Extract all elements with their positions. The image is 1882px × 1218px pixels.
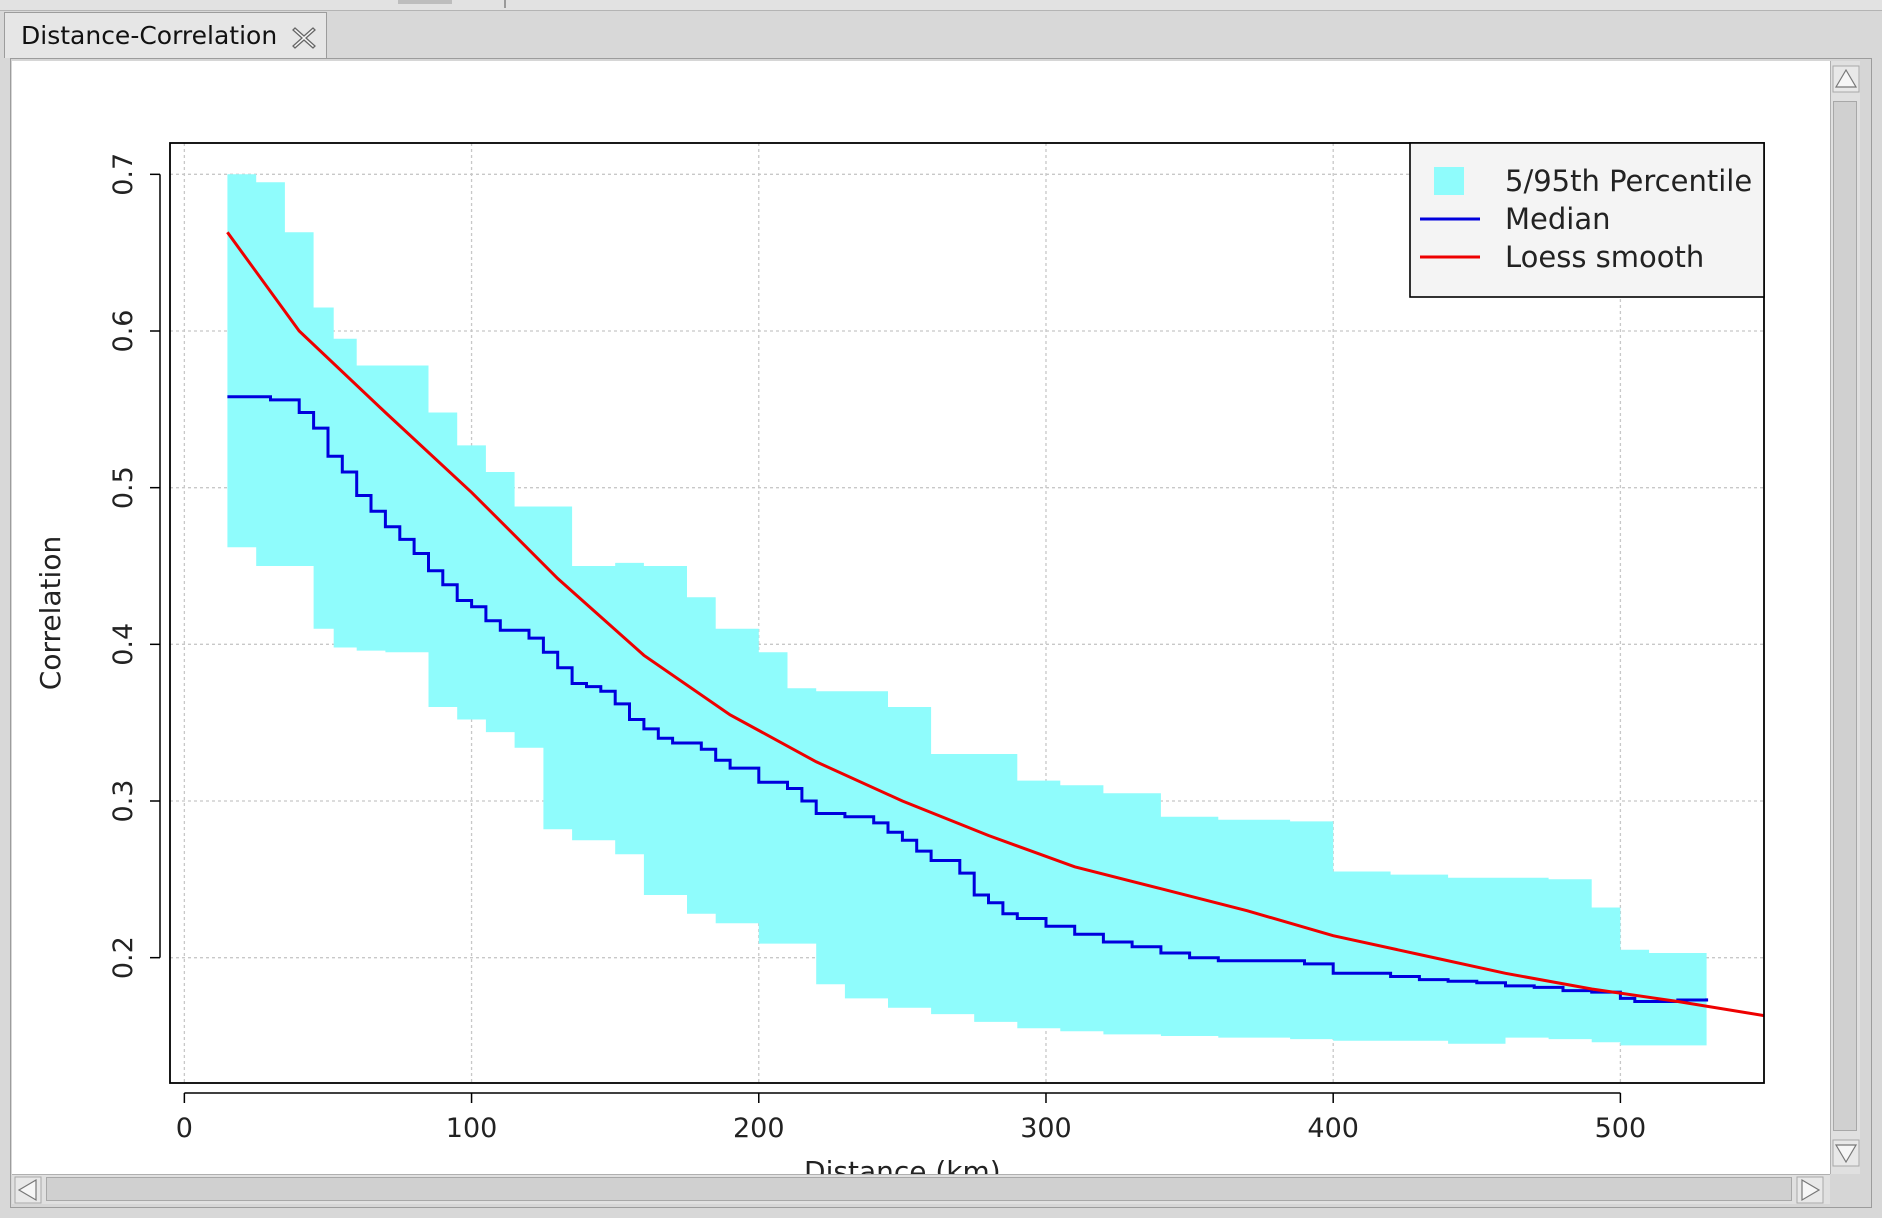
plot-viewport: 0 100 200 300 400 500 0.2 0.3 0.4 0.5 0.6 0.7 Correl…	[12, 61, 1830, 1174]
toolbar-divider	[504, 0, 506, 8]
y-tick-label: 0.3	[108, 780, 139, 823]
horizontal-scrollbar[interactable]	[12, 1174, 1830, 1204]
percentile-band	[227, 174, 1707, 1046]
plot-canvas: 0 100 200 300 400 500 0.2 0.3 0.4 0.5 0.6 0.7 Correl…	[34, 142, 1765, 1174]
window-top-strip	[0, 0, 1882, 11]
y-tick-label: 0.2	[108, 936, 139, 979]
vertical-scroll-thumb[interactable]	[1833, 101, 1857, 1131]
median-line	[227, 395, 1709, 1003]
close-icon[interactable]	[289, 23, 319, 53]
loess-line	[226, 231, 1765, 1018]
x-tick-label: 0	[176, 1113, 193, 1144]
horizontal-scroll-thumb[interactable]	[46, 1177, 1792, 1201]
y-tick-label: 0.5	[108, 466, 139, 509]
scrollbar-corner	[1830, 1174, 1860, 1204]
tab-distance-correlation[interactable]: Distance-Correlation	[4, 12, 327, 58]
legend-label: 5/95th Percentile	[1505, 164, 1752, 198]
x-tick-label: 500	[1595, 1113, 1647, 1144]
arrow-up-icon[interactable]	[1832, 65, 1860, 93]
x-tick-label: 100	[446, 1113, 498, 1144]
plot-frame	[169, 142, 1765, 1084]
tab-label: Distance-Correlation	[21, 21, 278, 50]
x-tick-label: 400	[1307, 1113, 1359, 1144]
arrow-right-icon[interactable]	[1796, 1176, 1824, 1204]
x-axis-title: Distance (km)	[804, 1155, 1001, 1174]
y-tick-label: 0.6	[108, 310, 139, 353]
y-tick-label: 0.7	[108, 153, 139, 196]
vertical-scrollbar[interactable]	[1830, 61, 1860, 1174]
legend-label: Loess smooth	[1505, 240, 1704, 274]
arrow-down-icon[interactable]	[1832, 1139, 1860, 1167]
toolbar-fragment	[398, 0, 452, 4]
legend-label: Median	[1505, 202, 1610, 236]
legend-swatch-band	[1434, 167, 1464, 195]
x-tick-label: 300	[1020, 1113, 1072, 1144]
x-tick-label: 200	[733, 1113, 785, 1144]
arrow-left-icon[interactable]	[14, 1176, 42, 1204]
y-axis-title: Correlation	[34, 536, 67, 690]
y-tick-label: 0.4	[108, 623, 139, 666]
